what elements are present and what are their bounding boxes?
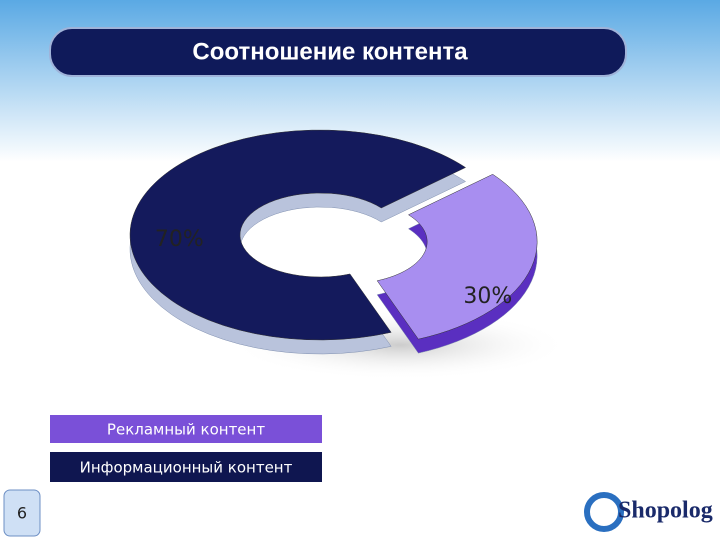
value-label: 70% [155,227,204,252]
legend-swatch [50,415,322,443]
doughnut: 30% 70% [129,129,538,355]
logo-icon [584,492,624,532]
legend-label: Рекламный контент [107,421,265,439]
slice [129,129,467,341]
legend-swatch [50,452,322,482]
chart-title: Соотношение контента [192,38,468,65]
legend-label: Информационный контент [80,459,293,477]
page-number-box [3,489,41,537]
slice [376,173,538,340]
value-label: 30% [463,284,512,309]
title-bar [49,27,627,77]
page-number: 6 [17,504,27,523]
logo: Shopolog [618,498,713,524]
